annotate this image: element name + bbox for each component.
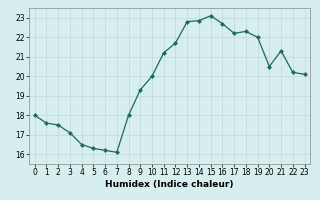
X-axis label: Humidex (Indice chaleur): Humidex (Indice chaleur) — [105, 180, 234, 189]
